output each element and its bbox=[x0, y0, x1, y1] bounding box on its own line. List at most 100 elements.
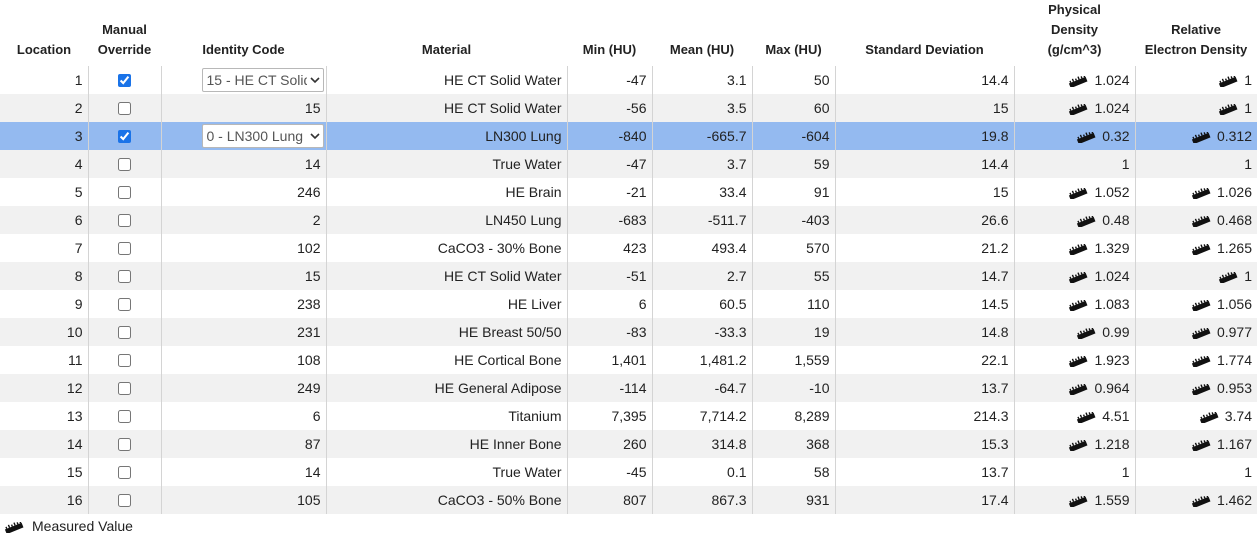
electron-density-cell: 1.462 bbox=[1134, 486, 1257, 514]
checkbox[interactable] bbox=[118, 494, 131, 507]
max-hu-cell: 91 bbox=[751, 178, 835, 206]
identity-code: 6 bbox=[312, 408, 321, 424]
electron-density: 0.977 bbox=[1216, 324, 1252, 340]
physical-density: 1 bbox=[1121, 156, 1130, 172]
location-cell: 12 bbox=[0, 374, 88, 402]
max-hu-cell: 19 bbox=[751, 318, 835, 346]
checkbox[interactable] bbox=[118, 326, 131, 339]
material-cell: HE CT Solid Water bbox=[325, 262, 567, 290]
location-cell: 8 bbox=[0, 262, 88, 290]
material-cell: LN450 Lung bbox=[325, 206, 567, 234]
identity-code-cell: 14 bbox=[160, 458, 326, 486]
checkbox[interactable] bbox=[118, 298, 131, 311]
electron-density-cell: 1.265 bbox=[1134, 234, 1257, 262]
identity-code: 238 bbox=[297, 296, 321, 312]
measured-icon bbox=[1191, 353, 1211, 368]
checkbox[interactable] bbox=[118, 242, 131, 255]
column-header: Identity Code bbox=[161, 0, 326, 66]
std-dev-cell: 13.7 bbox=[834, 458, 1014, 486]
identity-code: 14 bbox=[304, 464, 321, 480]
physical-density-cell: 1.923 bbox=[1013, 346, 1135, 374]
physical-density: 0.48 bbox=[1102, 212, 1130, 228]
identity-code: 2 bbox=[312, 212, 321, 228]
physical-density: 1.559 bbox=[1094, 492, 1130, 508]
electron-density: 1 bbox=[1244, 268, 1252, 284]
electron-density: 1 bbox=[1244, 72, 1252, 88]
override-cell bbox=[87, 234, 161, 262]
location: 7 bbox=[74, 240, 83, 256]
electron-density: 1.462 bbox=[1216, 492, 1252, 508]
min-hu-cell: 807 bbox=[566, 486, 652, 514]
checkbox[interactable] bbox=[118, 382, 131, 395]
measured-icon bbox=[1069, 493, 1088, 508]
measured-icon bbox=[1069, 241, 1088, 256]
checkbox[interactable] bbox=[118, 102, 131, 115]
min-hu-cell: -114 bbox=[566, 374, 652, 402]
column-header: Standard Deviation bbox=[835, 0, 1014, 66]
header-line: Mean (HU) bbox=[669, 42, 735, 57]
mean-hu: 60.5 bbox=[719, 296, 747, 312]
location-cell: 3 bbox=[0, 122, 88, 150]
identity-code-cell: 231 bbox=[160, 318, 326, 346]
min-hu-cell: -56 bbox=[566, 94, 652, 122]
override-cell bbox=[87, 346, 161, 374]
physical-density-cell: 1 bbox=[1013, 458, 1135, 486]
max-hu: 19 bbox=[813, 324, 830, 340]
physical-density-cell: 1.218 bbox=[1013, 430, 1135, 458]
select-text: 0 - LN300 Lung bbox=[206, 128, 304, 144]
measured-icon bbox=[1191, 185, 1211, 200]
std-dev: 14.4 bbox=[981, 72, 1009, 88]
identity-code-cell: 102 bbox=[160, 234, 326, 262]
physical-density-cell: 1 bbox=[1013, 150, 1135, 178]
material: CaCO3 - 50% Bone bbox=[437, 492, 562, 508]
physical-density-cell: 0.48 bbox=[1013, 206, 1135, 234]
mean-hu-cell: 2.7 bbox=[651, 262, 752, 290]
electron-density: 1.026 bbox=[1216, 184, 1252, 200]
measured-icon bbox=[1077, 213, 1096, 228]
min-hu: 423 bbox=[623, 240, 647, 256]
std-dev-cell: 214.3 bbox=[834, 402, 1014, 430]
material: HE Brain bbox=[505, 184, 562, 200]
checkbox[interactable] bbox=[118, 270, 131, 283]
physical-density: 1.052 bbox=[1094, 184, 1130, 200]
physical-density: 1.024 bbox=[1094, 268, 1130, 284]
electron-density-cell: 1.774 bbox=[1134, 346, 1257, 374]
std-dev: 13.7 bbox=[981, 380, 1009, 396]
electron-density: 1.774 bbox=[1216, 352, 1252, 368]
measured-icon bbox=[1077, 129, 1096, 144]
checkbox[interactable] bbox=[118, 158, 131, 171]
physical-density-cell: 1.024 bbox=[1013, 66, 1135, 94]
checkbox[interactable] bbox=[118, 354, 131, 367]
mean-hu: 867.3 bbox=[711, 492, 747, 508]
location: 9 bbox=[74, 296, 83, 312]
checkbox[interactable] bbox=[118, 466, 131, 479]
identity-select[interactable]: 15 - HE CT Solid Water bbox=[201, 68, 324, 92]
min-hu-cell: -83 bbox=[566, 318, 652, 346]
checkbox[interactable] bbox=[118, 74, 131, 87]
max-hu: -604 bbox=[801, 128, 830, 144]
identity-select[interactable]: 0 - LN300 Lung bbox=[201, 124, 324, 148]
checkbox[interactable] bbox=[118, 186, 131, 199]
chevron bbox=[309, 132, 320, 139]
header-line: Min (HU) bbox=[582, 42, 637, 57]
legend: Measured Value bbox=[4, 516, 133, 536]
physical-density-cell: 4.51 bbox=[1013, 402, 1135, 430]
min-hu: 6 bbox=[638, 296, 647, 312]
physical-density-cell: 1.024 bbox=[1013, 262, 1135, 290]
mean-hu-cell: -64.7 bbox=[651, 374, 752, 402]
std-dev: 15 bbox=[992, 184, 1009, 200]
material-cell: Titanium bbox=[325, 402, 567, 430]
material: Titanium bbox=[508, 408, 562, 424]
min-hu-cell: 1,401 bbox=[566, 346, 652, 374]
max-hu-cell: 55 bbox=[751, 262, 835, 290]
measured-icon bbox=[1069, 353, 1088, 368]
override-cell bbox=[87, 486, 161, 514]
checkbox[interactable] bbox=[118, 130, 131, 143]
column-header: Location bbox=[0, 0, 88, 66]
checkbox[interactable] bbox=[118, 410, 131, 423]
checkbox[interactable] bbox=[118, 214, 131, 227]
override-cell bbox=[87, 290, 161, 318]
location: 13 bbox=[66, 408, 83, 424]
checkbox[interactable] bbox=[118, 438, 131, 451]
location-cell: 1 bbox=[0, 66, 88, 94]
